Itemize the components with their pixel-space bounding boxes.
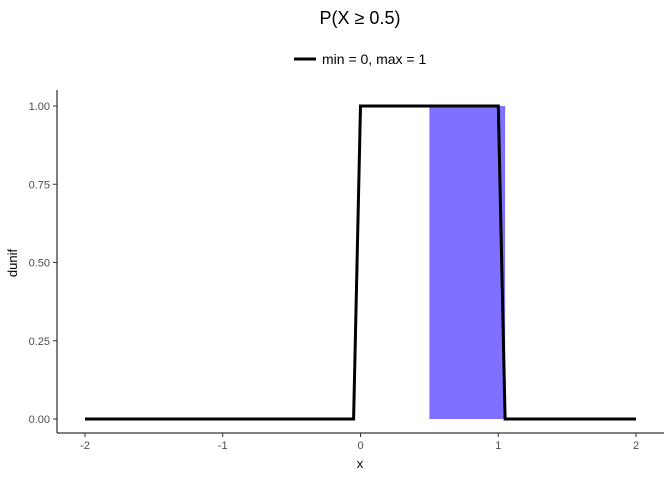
shaded-region [429, 106, 506, 419]
x-tick-label: 2 [633, 440, 639, 452]
legend-label: min = 0, max = 1 [322, 51, 426, 67]
y-axis: 0.00 0.25 0.50 0.75 1.00 [29, 90, 58, 433]
y-tick-label: 0.25 [29, 336, 50, 348]
y-tick-label: 0.75 [29, 179, 50, 191]
plot-area [85, 104, 636, 421]
x-tick-label: -1 [218, 440, 228, 452]
x-tick-label: 0 [357, 440, 363, 452]
y-tick-label: 0.50 [29, 258, 50, 270]
legend: min = 0, max = 1 [294, 51, 426, 67]
series-line-0 [85, 104, 636, 421]
x-tick-label: 1 [495, 440, 501, 452]
y-axis-title: dunif [5, 249, 20, 278]
x-axis-title: x [357, 456, 364, 471]
x-axis: -2 -1 0 1 2 [57, 432, 664, 452]
y-tick-label: 1.00 [29, 101, 50, 113]
x-tick-label: -2 [80, 440, 90, 452]
chart-title: P(X ≥ 0.5) [320, 8, 401, 28]
y-tick-label: 0.00 [29, 414, 50, 426]
